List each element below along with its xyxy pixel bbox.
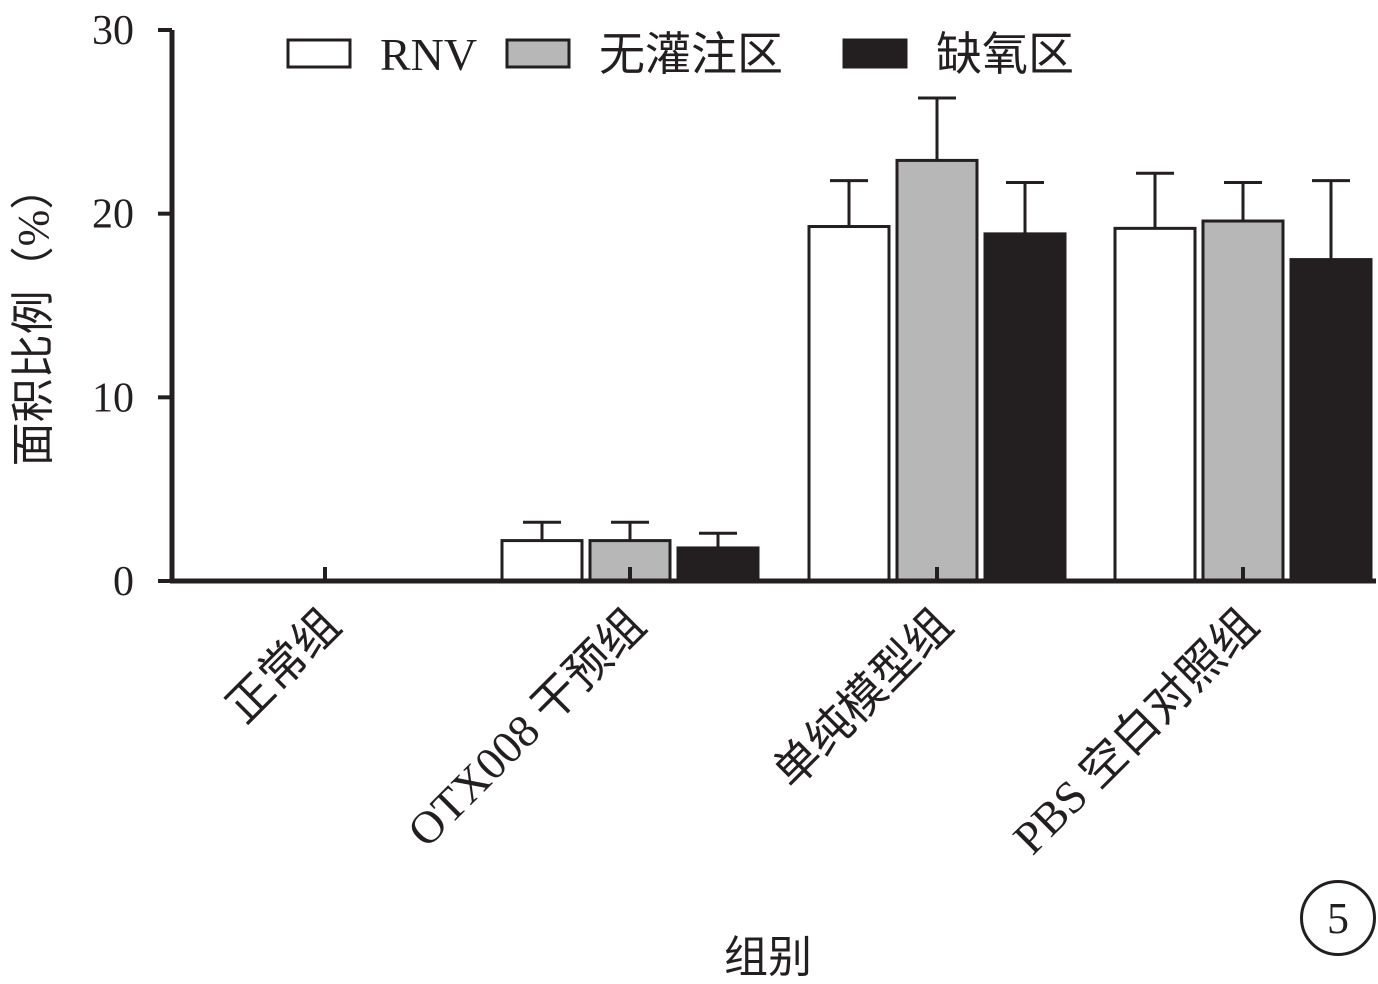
bar-group [500, 158, 1373, 583]
y-tick-label: 0 [113, 559, 134, 605]
y-tick-label: 10 [92, 375, 134, 421]
legend-swatch [842, 38, 908, 69]
x-axis-label: 组别 [724, 933, 812, 982]
x-tick-label: 正常组 [216, 599, 350, 733]
axes [169, 30, 1376, 584]
bar [895, 158, 979, 583]
bar [676, 546, 760, 583]
x-tick-label: PBS 空白对照组 [1003, 599, 1268, 864]
bar [1113, 226, 1197, 583]
bar [1289, 258, 1373, 583]
legend-label: 无灌注区 [599, 29, 783, 80]
bar [807, 225, 891, 583]
x-tick-label: OTX008 干预组 [398, 599, 655, 856]
bar [500, 539, 584, 583]
bar [983, 232, 1067, 583]
error-bars [523, 96, 1350, 548]
legend-label: RNV [380, 29, 477, 80]
y-tick-label: 30 [92, 8, 134, 54]
bar [1201, 219, 1285, 583]
x-tick-label: 单纯模型组 [763, 599, 962, 798]
y-tick-label: 20 [92, 192, 134, 238]
legend: RNV 无灌注区 缺氧区 [286, 29, 1074, 80]
legend-swatch [286, 38, 352, 69]
x-axis-ticks [323, 567, 1245, 581]
x-tick-labels: 正常组 OTX008 干预组 单纯模型组 PBS 空白对照组 [216, 599, 1268, 864]
legend-swatch [505, 38, 571, 69]
panel-label: 5 [1300, 880, 1376, 956]
legend-label: 缺氧区 [936, 29, 1074, 80]
y-axis-label: 面积比例（%） [9, 166, 58, 467]
y-axis-ticks: 0 10 20 30 [92, 8, 172, 605]
